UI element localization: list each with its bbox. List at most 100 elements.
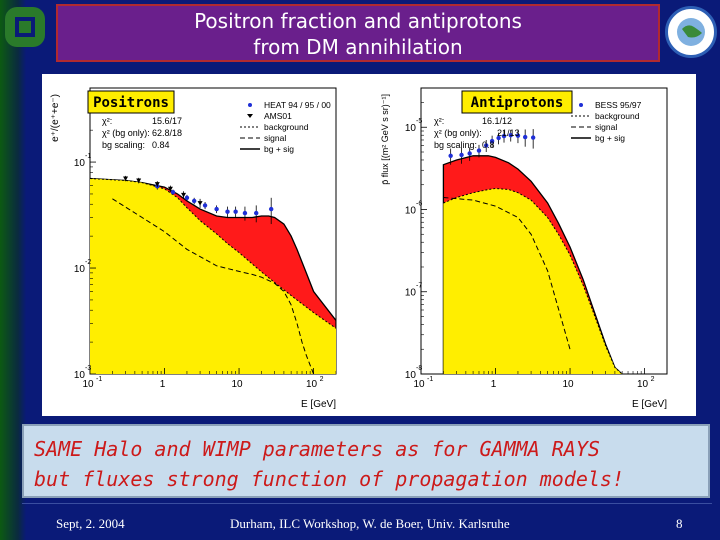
legend-label: BESS 95/97 bbox=[595, 100, 642, 110]
footer-divider bbox=[22, 503, 712, 504]
antiproton-chi2-value: 16.1/12 bbox=[482, 116, 512, 126]
y-tick-exponent: -2 bbox=[85, 259, 91, 266]
legend-label: HEAT 94 / 95 / 00 bbox=[264, 100, 331, 110]
legend-label: background bbox=[595, 111, 640, 121]
title-box: Positron fraction and antiprotons from D… bbox=[56, 4, 660, 62]
legend-label: signal bbox=[264, 133, 286, 143]
bess-marker bbox=[476, 148, 482, 153]
antiproton-axes: 10 -1 1 10 10 210-510-610-710-8 bbox=[405, 102, 668, 390]
legend-entry: signal bbox=[571, 122, 617, 132]
positron-data-points bbox=[123, 175, 274, 225]
heat-point bbox=[202, 201, 208, 210]
ams01-marker bbox=[154, 182, 160, 187]
antiproton-label-text: Antiprotons bbox=[471, 95, 564, 111]
positron-chi2bg-value: 62.8/18 bbox=[152, 128, 182, 138]
positron-chi2bg-label: χ² (bg only): bbox=[102, 128, 150, 138]
bess-marker bbox=[508, 133, 513, 138]
ams01-point bbox=[197, 198, 203, 208]
antiproton-stats: χ²: 16.1/12 χ² (bg only): 21/13 bg scali… bbox=[434, 116, 520, 150]
positron-axes: 10 -1 1 10 10 210-110-210-3 bbox=[74, 87, 337, 390]
conclusion-text: SAME Halo and WIMP parameters as for GAM… bbox=[34, 434, 704, 494]
x-tick-label: 10 bbox=[231, 379, 243, 390]
bess-marker bbox=[484, 143, 489, 148]
antiproton-bgscale-label: bg scaling: bbox=[434, 140, 477, 150]
positron-y-label: e⁺/(e⁺+e⁻) bbox=[50, 94, 61, 142]
legend-point-marker bbox=[579, 103, 583, 107]
y-tick-exponent: -5 bbox=[416, 118, 422, 125]
heat-marker bbox=[184, 195, 190, 201]
heat-point bbox=[184, 194, 190, 201]
positron-bgscale-value: 0.84 bbox=[152, 140, 170, 150]
legend-entry: AMS01 bbox=[247, 111, 292, 121]
legend-entry: signal bbox=[240, 133, 286, 143]
footer-date: Sept, 2. 2004 bbox=[56, 516, 125, 531]
conclusion-line-2: but fluxes strong function of propagatio… bbox=[34, 467, 625, 491]
x-tick-exponent: -1 bbox=[427, 376, 433, 383]
legend-label: bg + sig bbox=[595, 133, 625, 143]
positron-label-bg bbox=[87, 90, 175, 114]
y-tick-exponent: -8 bbox=[416, 365, 422, 372]
positron-signal-line bbox=[112, 198, 315, 374]
legend-label: signal bbox=[595, 122, 617, 132]
positron-label-text: Positrons bbox=[93, 95, 169, 111]
ams01-point bbox=[123, 175, 129, 182]
heat-point bbox=[242, 206, 248, 221]
heat-point bbox=[233, 206, 238, 218]
x-tick-label: 10 bbox=[82, 379, 94, 390]
heat-marker bbox=[202, 203, 208, 208]
ams01-marker bbox=[167, 186, 173, 192]
bess-marker bbox=[448, 153, 453, 158]
bess-point bbox=[467, 147, 472, 161]
heat-marker bbox=[268, 206, 274, 212]
footer-page-number: 8 bbox=[676, 516, 683, 531]
y-tick-label: 10 bbox=[74, 158, 86, 169]
x-tick-label: 1 bbox=[160, 379, 166, 390]
bess-point bbox=[501, 130, 507, 143]
positron-chi2-value: 15.6/17 bbox=[152, 116, 182, 126]
institution-seal-logo bbox=[665, 6, 717, 58]
x-tick-exponent: 2 bbox=[651, 376, 655, 383]
y-tick-exponent: -7 bbox=[416, 283, 422, 290]
y-tick-label: 10 bbox=[405, 288, 417, 299]
legend-entry: background bbox=[571, 111, 640, 121]
legend-triangle-marker bbox=[247, 114, 253, 118]
heat-point bbox=[214, 205, 219, 214]
x-tick-label: 10 bbox=[637, 379, 649, 390]
y-tick-exponent: -1 bbox=[85, 153, 91, 160]
antiproton-chi2bg-label: χ² (bg only): bbox=[434, 128, 482, 138]
legend-entry: background bbox=[240, 122, 309, 132]
positron-panel: 10 -1 1 10 10 210-110-210-3 E [GeV] e⁺/(e⁺+e⁻… bbox=[50, 87, 337, 410]
heat-point bbox=[254, 205, 259, 223]
heat-marker bbox=[242, 210, 248, 216]
positron-background-fill bbox=[90, 178, 336, 374]
bess-point bbox=[522, 129, 528, 147]
university-logo bbox=[5, 7, 45, 47]
title-line-2: from DM annihilation bbox=[253, 35, 463, 59]
conclusion-box: SAME Halo and WIMP parameters as for GAM… bbox=[22, 424, 710, 498]
bess-point bbox=[530, 129, 536, 149]
antiproton-x-label: E [GeV] bbox=[632, 399, 667, 410]
bess-marker bbox=[467, 151, 472, 156]
heat-marker bbox=[170, 189, 176, 195]
antiproton-background-line bbox=[443, 187, 623, 374]
heat-point bbox=[191, 197, 197, 205]
bess-marker bbox=[496, 135, 501, 141]
slide-title: Positron fraction and antiprotons from D… bbox=[58, 8, 658, 60]
legend-point-marker bbox=[248, 103, 252, 107]
bess-point bbox=[484, 139, 489, 153]
antiproton-chi2bg-value: 21/13 bbox=[497, 128, 520, 138]
y-tick-label: 10 bbox=[405, 123, 417, 134]
x-tick-label: 10 bbox=[413, 379, 425, 390]
x-tick-label: 10 bbox=[306, 379, 318, 390]
legend-entry: BESS 95/97 bbox=[579, 100, 642, 110]
antiproton-y-label: p̄ flux [(m² GeV s sr)⁻¹] bbox=[380, 94, 390, 185]
bess-point bbox=[459, 147, 464, 164]
heat-point bbox=[268, 197, 274, 225]
legend-label: bg + sig bbox=[264, 144, 294, 154]
positron-background-line bbox=[90, 178, 336, 329]
legend-label: AMS01 bbox=[264, 111, 292, 121]
bess-marker bbox=[459, 152, 464, 158]
bess-point bbox=[496, 132, 501, 145]
x-tick-exponent: -1 bbox=[96, 376, 102, 383]
antiproton-panel: 10 -1 1 10 10 210-510-610-710-8 E [GeV] p̄ fl… bbox=[380, 87, 668, 410]
